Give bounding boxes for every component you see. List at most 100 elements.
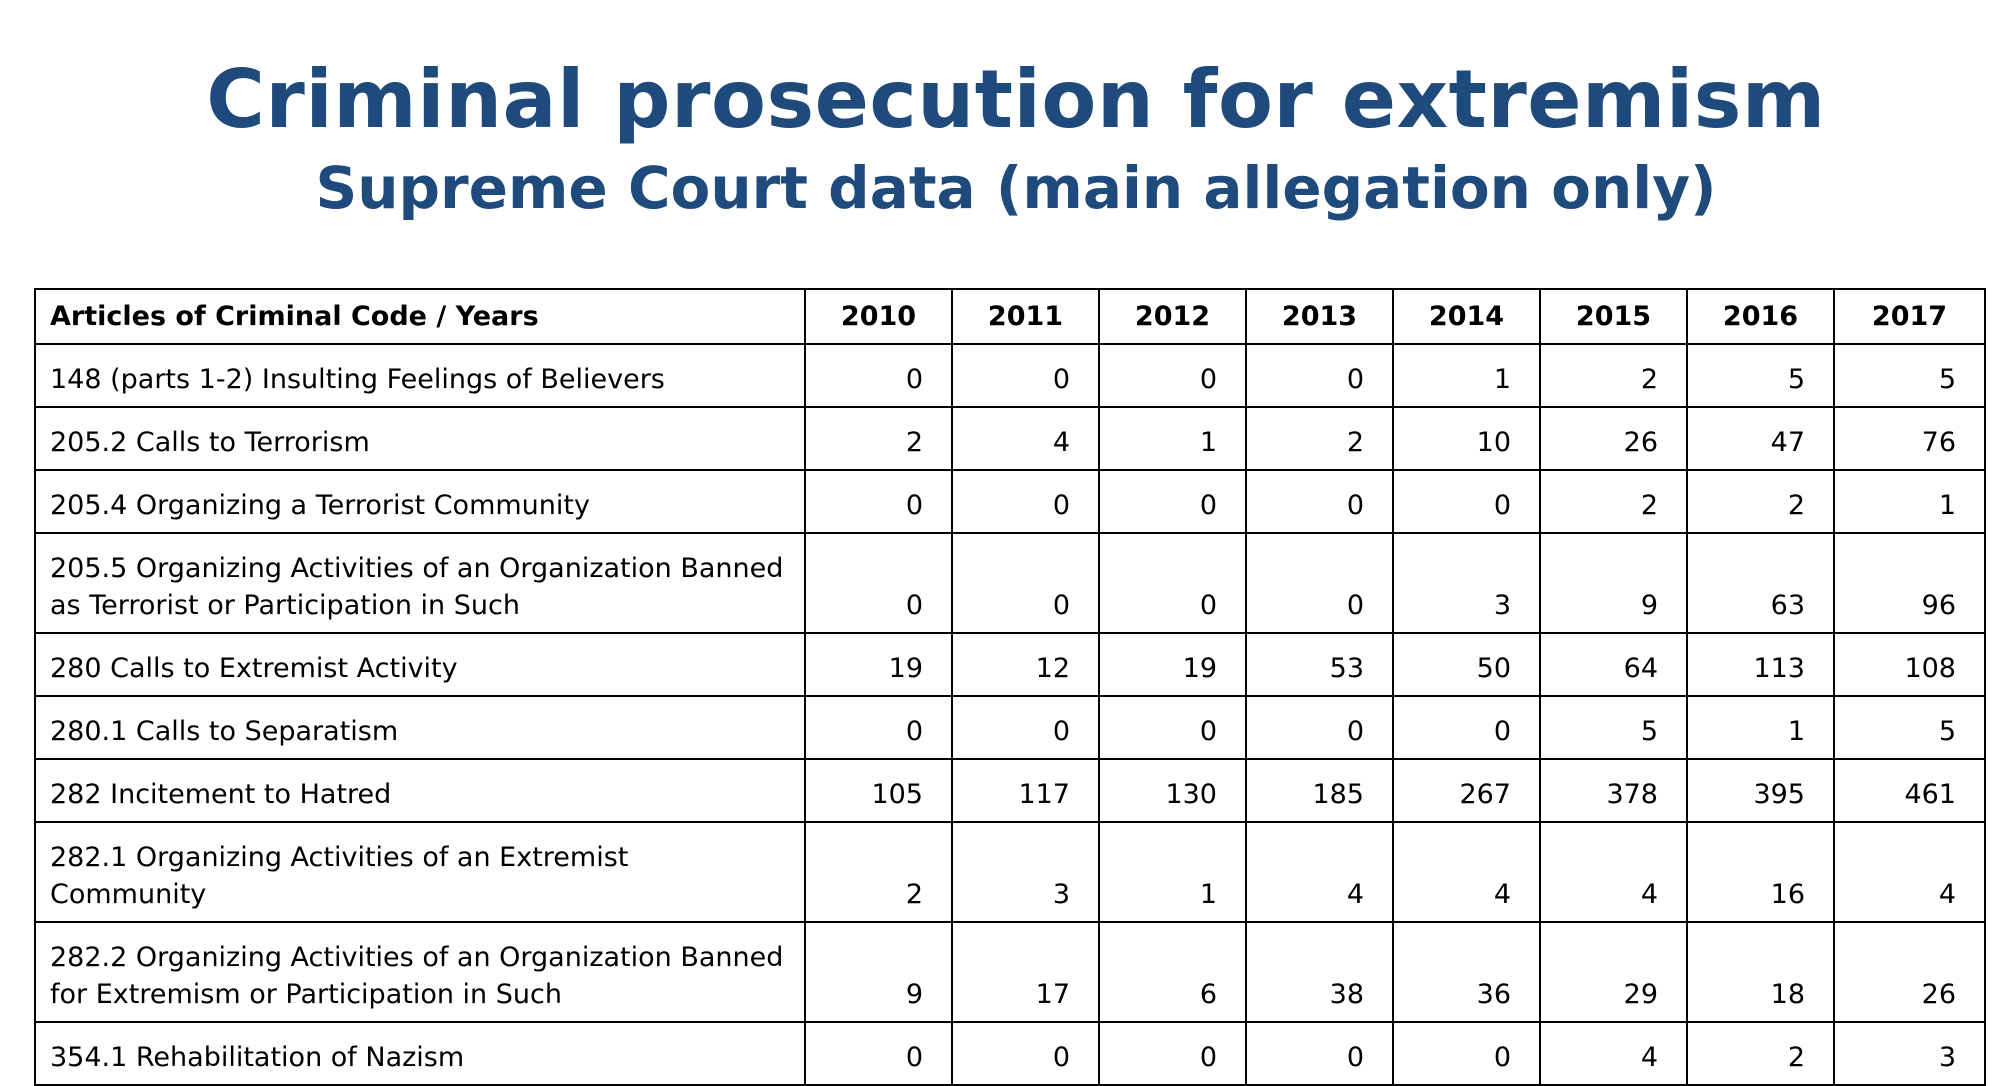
table-cell: 0 xyxy=(1098,695,1247,760)
row-label: 282 Incitement to Hatred xyxy=(34,758,806,823)
table-cell: 1 xyxy=(1833,469,1986,534)
table-cell: 2 xyxy=(1245,406,1394,471)
table-cell: 0 xyxy=(804,532,953,634)
table-cell: 0 xyxy=(951,695,1100,760)
page-subtitle: Supreme Court data (main allegation only… xyxy=(315,154,1717,222)
table-cell: 9 xyxy=(804,921,953,1023)
row-label: 282.2 Organizing Activities of an Organi… xyxy=(34,921,806,1023)
table-row: 205.2 Calls to Terrorism 2 4 1 2 10 26 47 76 xyxy=(34,406,1986,471)
table-cell: 0 xyxy=(804,343,953,408)
table-cell: 5 xyxy=(1833,695,1986,760)
table-cell: 0 xyxy=(1098,343,1247,408)
table-cell: 3 xyxy=(951,821,1100,923)
table-cell: 2 xyxy=(804,821,953,923)
table-cell: 0 xyxy=(951,469,1100,534)
table-cell: 0 xyxy=(1245,695,1394,760)
table-cell: 36 xyxy=(1392,921,1541,1023)
table-header-row: Articles of Criminal Code / Years 2010 2… xyxy=(34,288,1986,345)
table-cell: 6 xyxy=(1098,921,1247,1023)
table-cell: 1 xyxy=(1392,343,1541,408)
table-cell: 29 xyxy=(1539,921,1688,1023)
table-row: 282 Incitement to Hatred 105 117 130 185 267 3… xyxy=(34,758,1986,823)
table-cell: 378 xyxy=(1539,758,1688,823)
table-cell: 0 xyxy=(1245,469,1394,534)
table-row: 280 Calls to Extremist Activity 19 12 19 53 5… xyxy=(34,632,1986,697)
table-cell: 0 xyxy=(1392,695,1541,760)
table-cell: 26 xyxy=(1833,921,1986,1023)
table-cell: 5 xyxy=(1686,343,1835,408)
table-cell: 2 xyxy=(1539,469,1688,534)
table-cell: 0 xyxy=(951,1021,1100,1086)
table-cell: 0 xyxy=(804,1021,953,1086)
table-cell: 2 xyxy=(1686,1021,1835,1086)
table-cell: 108 xyxy=(1833,632,1986,697)
table-row: 280.1 Calls to Separatism 0 0 0 0 0 5 1 5 xyxy=(34,695,1986,760)
table-cell: 5 xyxy=(1539,695,1688,760)
table-row: 205.4 Organizing a Terrorist Community 0 0… xyxy=(34,469,1986,534)
table-cell: 4 xyxy=(951,406,1100,471)
table-cell: 105 xyxy=(804,758,953,823)
column-header: 2014 xyxy=(1392,288,1541,345)
table-cell: 267 xyxy=(1392,758,1541,823)
column-header: 2011 xyxy=(951,288,1100,345)
row-label: 280 Calls to Extremist Activity xyxy=(34,632,806,697)
table-cell: 19 xyxy=(1098,632,1247,697)
table-cell: 16 xyxy=(1686,821,1835,923)
table-row: 282.1 Organizing Activities of an Extrem… xyxy=(34,821,1986,923)
table-cell: 5 xyxy=(1833,343,1986,408)
table-cell: 1 xyxy=(1098,821,1247,923)
table-cell: 461 xyxy=(1833,758,1986,823)
table-cell: 18 xyxy=(1686,921,1835,1023)
row-label: 280.1 Calls to Separatism xyxy=(34,695,806,760)
table-cell: 0 xyxy=(804,695,953,760)
table-cell: 0 xyxy=(1098,469,1247,534)
column-header: 2016 xyxy=(1686,288,1835,345)
column-header: 2012 xyxy=(1098,288,1247,345)
column-header: Articles of Criminal Code / Years xyxy=(34,288,806,345)
table-cell: 53 xyxy=(1245,632,1394,697)
column-header: 2010 xyxy=(804,288,953,345)
row-label: 148 (parts 1-2) Insulting Feelings of Be… xyxy=(34,343,806,408)
table-cell: 1 xyxy=(1098,406,1247,471)
table-cell: 9 xyxy=(1539,532,1688,634)
table-cell: 113 xyxy=(1686,632,1835,697)
row-label: 354.1 Rehabilitation of Nazism xyxy=(34,1021,806,1086)
table-cell: 76 xyxy=(1833,406,1986,471)
prosecution-table: Articles of Criminal Code / Years 2010 2… xyxy=(34,288,1986,1086)
table-cell: 4 xyxy=(1539,821,1688,923)
table-cell: 96 xyxy=(1833,532,1986,634)
row-label: 205.4 Organizing a Terrorist Community xyxy=(34,469,806,534)
table-cell: 63 xyxy=(1686,532,1835,634)
table-cell: 0 xyxy=(1392,469,1541,534)
table-cell: 12 xyxy=(951,632,1100,697)
page-title: Criminal prosecution for extremism xyxy=(206,53,1826,146)
table-cell: 17 xyxy=(951,921,1100,1023)
table-row: 354.1 Rehabilitation of Nazism 0 0 0 0 0 4 2 3 xyxy=(34,1021,1986,1086)
table-cell: 1 xyxy=(1686,695,1835,760)
table-cell: 0 xyxy=(1245,532,1394,634)
table-cell: 130 xyxy=(1098,758,1247,823)
table-cell: 0 xyxy=(1392,1021,1541,1086)
row-label: 282.1 Organizing Activities of an Extrem… xyxy=(34,821,806,923)
table-row: 148 (parts 1-2) Insulting Feelings of Be… xyxy=(34,343,1986,408)
table-cell: 4 xyxy=(1833,821,1986,923)
table-cell: 395 xyxy=(1686,758,1835,823)
table-cell: 0 xyxy=(951,343,1100,408)
table-cell: 0 xyxy=(1098,1021,1247,1086)
table-cell: 47 xyxy=(1686,406,1835,471)
table-cell: 0 xyxy=(1098,532,1247,634)
table-cell: 10 xyxy=(1392,406,1541,471)
table-cell: 0 xyxy=(804,469,953,534)
table-cell: 38 xyxy=(1245,921,1394,1023)
column-header: 2013 xyxy=(1245,288,1394,345)
table-cell: 64 xyxy=(1539,632,1688,697)
row-label: 205.5 Organizing Activities of an Organi… xyxy=(34,532,806,634)
table-cell: 4 xyxy=(1245,821,1394,923)
table-cell: 19 xyxy=(804,632,953,697)
table-cell: 0 xyxy=(951,532,1100,634)
table-cell: 50 xyxy=(1392,632,1541,697)
table-cell: 26 xyxy=(1539,406,1688,471)
table-cell: 3 xyxy=(1392,532,1541,634)
table-row: 282.2 Organizing Activities of an Organi… xyxy=(34,921,1986,1023)
table-cell: 3 xyxy=(1833,1021,1986,1086)
